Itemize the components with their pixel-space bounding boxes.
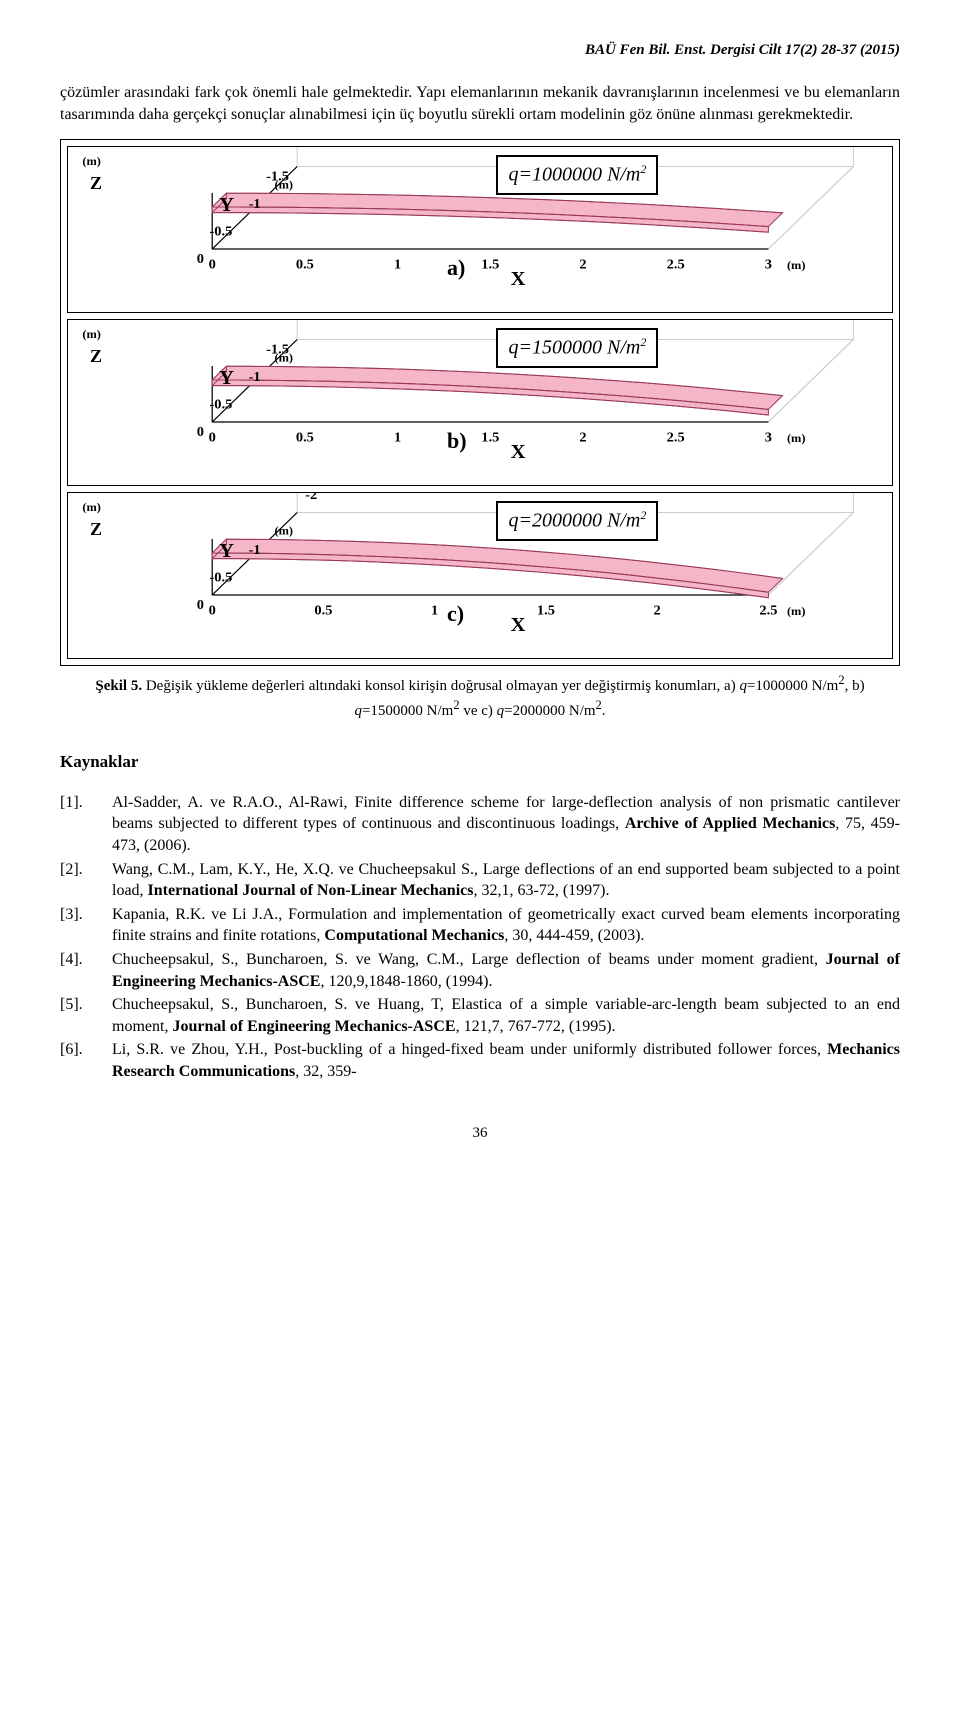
z-axis-label: Z	[90, 171, 102, 195]
reference-number: [2].	[60, 859, 112, 902]
svg-text:0.5: 0.5	[296, 257, 314, 273]
q-value: q=2000000 N/m	[508, 510, 640, 532]
svg-text:(m): (m)	[787, 259, 806, 273]
svg-text:-2: -2	[305, 493, 317, 503]
reference-text: Al-Sadder, A. ve R.A.O., Al-Rawi, Finite…	[112, 792, 900, 857]
reference-item: [4].Chucheepsakul, S., Buncharoen, S. ve…	[60, 949, 900, 992]
reference-number: [3].	[60, 904, 112, 947]
reference-item: [1].Al-Sadder, A. ve R.A.O., Al-Rawi, Fi…	[60, 792, 900, 857]
svg-text:0: 0	[209, 430, 216, 446]
svg-text:Y: Y	[219, 541, 234, 563]
reference-number: [1].	[60, 792, 112, 857]
svg-text:-1: -1	[249, 543, 261, 559]
figure-panel-c: 00.511.522.50-0.5-1-20.20-0.20.5 X Y (m)…	[67, 492, 893, 659]
reference-text: Kapania, R.K. ve Li J.A., Formulation an…	[112, 904, 900, 947]
reference-text: Wang, C.M., Lam, K.Y., He, X.Q. ve Chuch…	[112, 859, 900, 902]
reference-number: [5].	[60, 994, 112, 1037]
svg-text:1.5: 1.5	[481, 257, 499, 273]
q-label-box: q=1000000 N/m2	[496, 155, 658, 195]
svg-text:Y: Y	[219, 195, 234, 217]
svg-text:0.5: 0.5	[296, 430, 314, 446]
svg-text:1.5: 1.5	[481, 430, 499, 446]
svg-text:-0.5: -0.5	[209, 570, 232, 586]
reference-item: [2].Wang, C.M., Lam, K.Y., He, X.Q. ve C…	[60, 859, 900, 902]
svg-text:0: 0	[209, 257, 216, 273]
reference-text: Chucheepsakul, S., Buncharoen, S. ve Wan…	[112, 949, 900, 992]
svg-text:1: 1	[431, 603, 438, 619]
svg-text:0: 0	[209, 603, 216, 619]
svg-text:2.5: 2.5	[759, 603, 777, 619]
reference-number: [4].	[60, 949, 112, 992]
reference-number: [6].	[60, 1039, 112, 1082]
q-value: q=1500000 N/m	[508, 337, 640, 359]
svg-text:2.5: 2.5	[667, 257, 685, 273]
figure-5-caption: Şekil 5. Değişik yükleme değerleri altın…	[60, 672, 900, 721]
figure-5-container: 00.511.522.530-0.5-1-1.50.20-0.20.5 X Y …	[60, 139, 900, 666]
svg-text:3: 3	[765, 257, 772, 273]
journal-header: BAÜ Fen Bil. Enst. Dergisi Cilt 17(2) 28…	[60, 40, 900, 60]
references-list: [1].Al-Sadder, A. ve R.A.O., Al-Rawi, Fi…	[60, 792, 900, 1083]
svg-text:(m): (m)	[275, 351, 294, 365]
svg-text:2: 2	[579, 430, 586, 446]
panel-label: a)	[447, 253, 465, 283]
panel-label: c)	[447, 599, 464, 629]
svg-text:2: 2	[579, 257, 586, 273]
svg-text:1: 1	[394, 430, 401, 446]
svg-text:(m): (m)	[82, 328, 101, 342]
svg-text:-0.5: -0.5	[209, 397, 232, 413]
svg-text:Y: Y	[219, 368, 234, 390]
svg-text:1: 1	[394, 257, 401, 273]
z-axis-label: Z	[90, 517, 102, 541]
svg-text:X: X	[511, 615, 526, 637]
svg-text:3: 3	[765, 430, 772, 446]
references-heading: Kaynaklar	[60, 751, 900, 774]
reference-item: [3].Kapania, R.K. ve Li J.A., Formulatio…	[60, 904, 900, 947]
svg-text:-0.5: -0.5	[209, 224, 232, 240]
svg-text:(m): (m)	[275, 178, 294, 192]
z-axis-label: Z	[90, 344, 102, 368]
svg-text:0: 0	[197, 425, 204, 441]
q-label-box: q=1500000 N/m2	[496, 328, 658, 368]
svg-text:2.5: 2.5	[667, 430, 685, 446]
svg-text:X: X	[511, 269, 526, 291]
reference-item: [6].Li, S.R. ve Zhou, Y.H., Post-bucklin…	[60, 1039, 900, 1082]
reference-text: Li, S.R. ve Zhou, Y.H., Post-buckling of…	[112, 1039, 900, 1082]
svg-text:2: 2	[654, 603, 661, 619]
svg-text:1.5: 1.5	[537, 603, 555, 619]
svg-text:0: 0	[197, 598, 204, 614]
figure-panel-a: 00.511.522.530-0.5-1-1.50.20-0.20.5 X Y …	[67, 146, 893, 313]
panel-label: b)	[447, 426, 467, 456]
q-label-box: q=2000000 N/m2	[496, 501, 658, 541]
svg-text:-1: -1	[249, 197, 261, 213]
q-value: q=1000000 N/m	[508, 164, 640, 186]
svg-text:0.5: 0.5	[314, 603, 332, 619]
reference-item: [5].Chucheepsakul, S., Buncharoen, S. ve…	[60, 994, 900, 1037]
intro-paragraph: çözümler arasındaki fark çok önemli hale…	[60, 82, 900, 125]
figure-panel-b: 00.511.522.530-0.5-1-1.50.20-0.20.5 X Y …	[67, 319, 893, 486]
svg-text:(m): (m)	[82, 501, 101, 515]
page-number: 36	[60, 1123, 900, 1143]
svg-text:(m): (m)	[787, 605, 806, 619]
svg-text:X: X	[511, 442, 526, 464]
svg-text:-1: -1	[249, 370, 261, 386]
reference-text: Chucheepsakul, S., Buncharoen, S. ve Hua…	[112, 994, 900, 1037]
svg-text:(m): (m)	[82, 155, 101, 169]
svg-text:(m): (m)	[275, 524, 294, 538]
svg-text:0: 0	[197, 252, 204, 268]
svg-text:(m): (m)	[787, 432, 806, 446]
